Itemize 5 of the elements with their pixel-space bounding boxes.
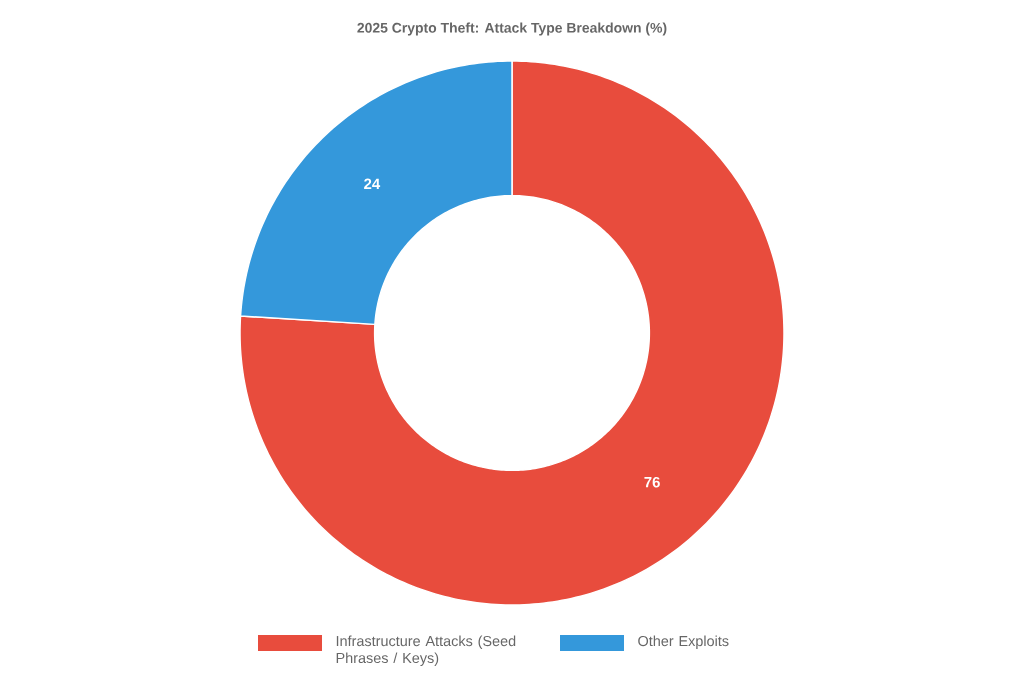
legend-label: Infrastructure Attacks (Seed Phrases / Keys) xyxy=(336,635,516,666)
chart-title: 2025 Crypto Theft: Attack Type Breakdown (%) xyxy=(357,22,667,36)
legend-label: Other Exploits xyxy=(638,635,729,649)
data-label: 76 xyxy=(644,476,660,488)
data-label: 24 xyxy=(364,178,381,189)
